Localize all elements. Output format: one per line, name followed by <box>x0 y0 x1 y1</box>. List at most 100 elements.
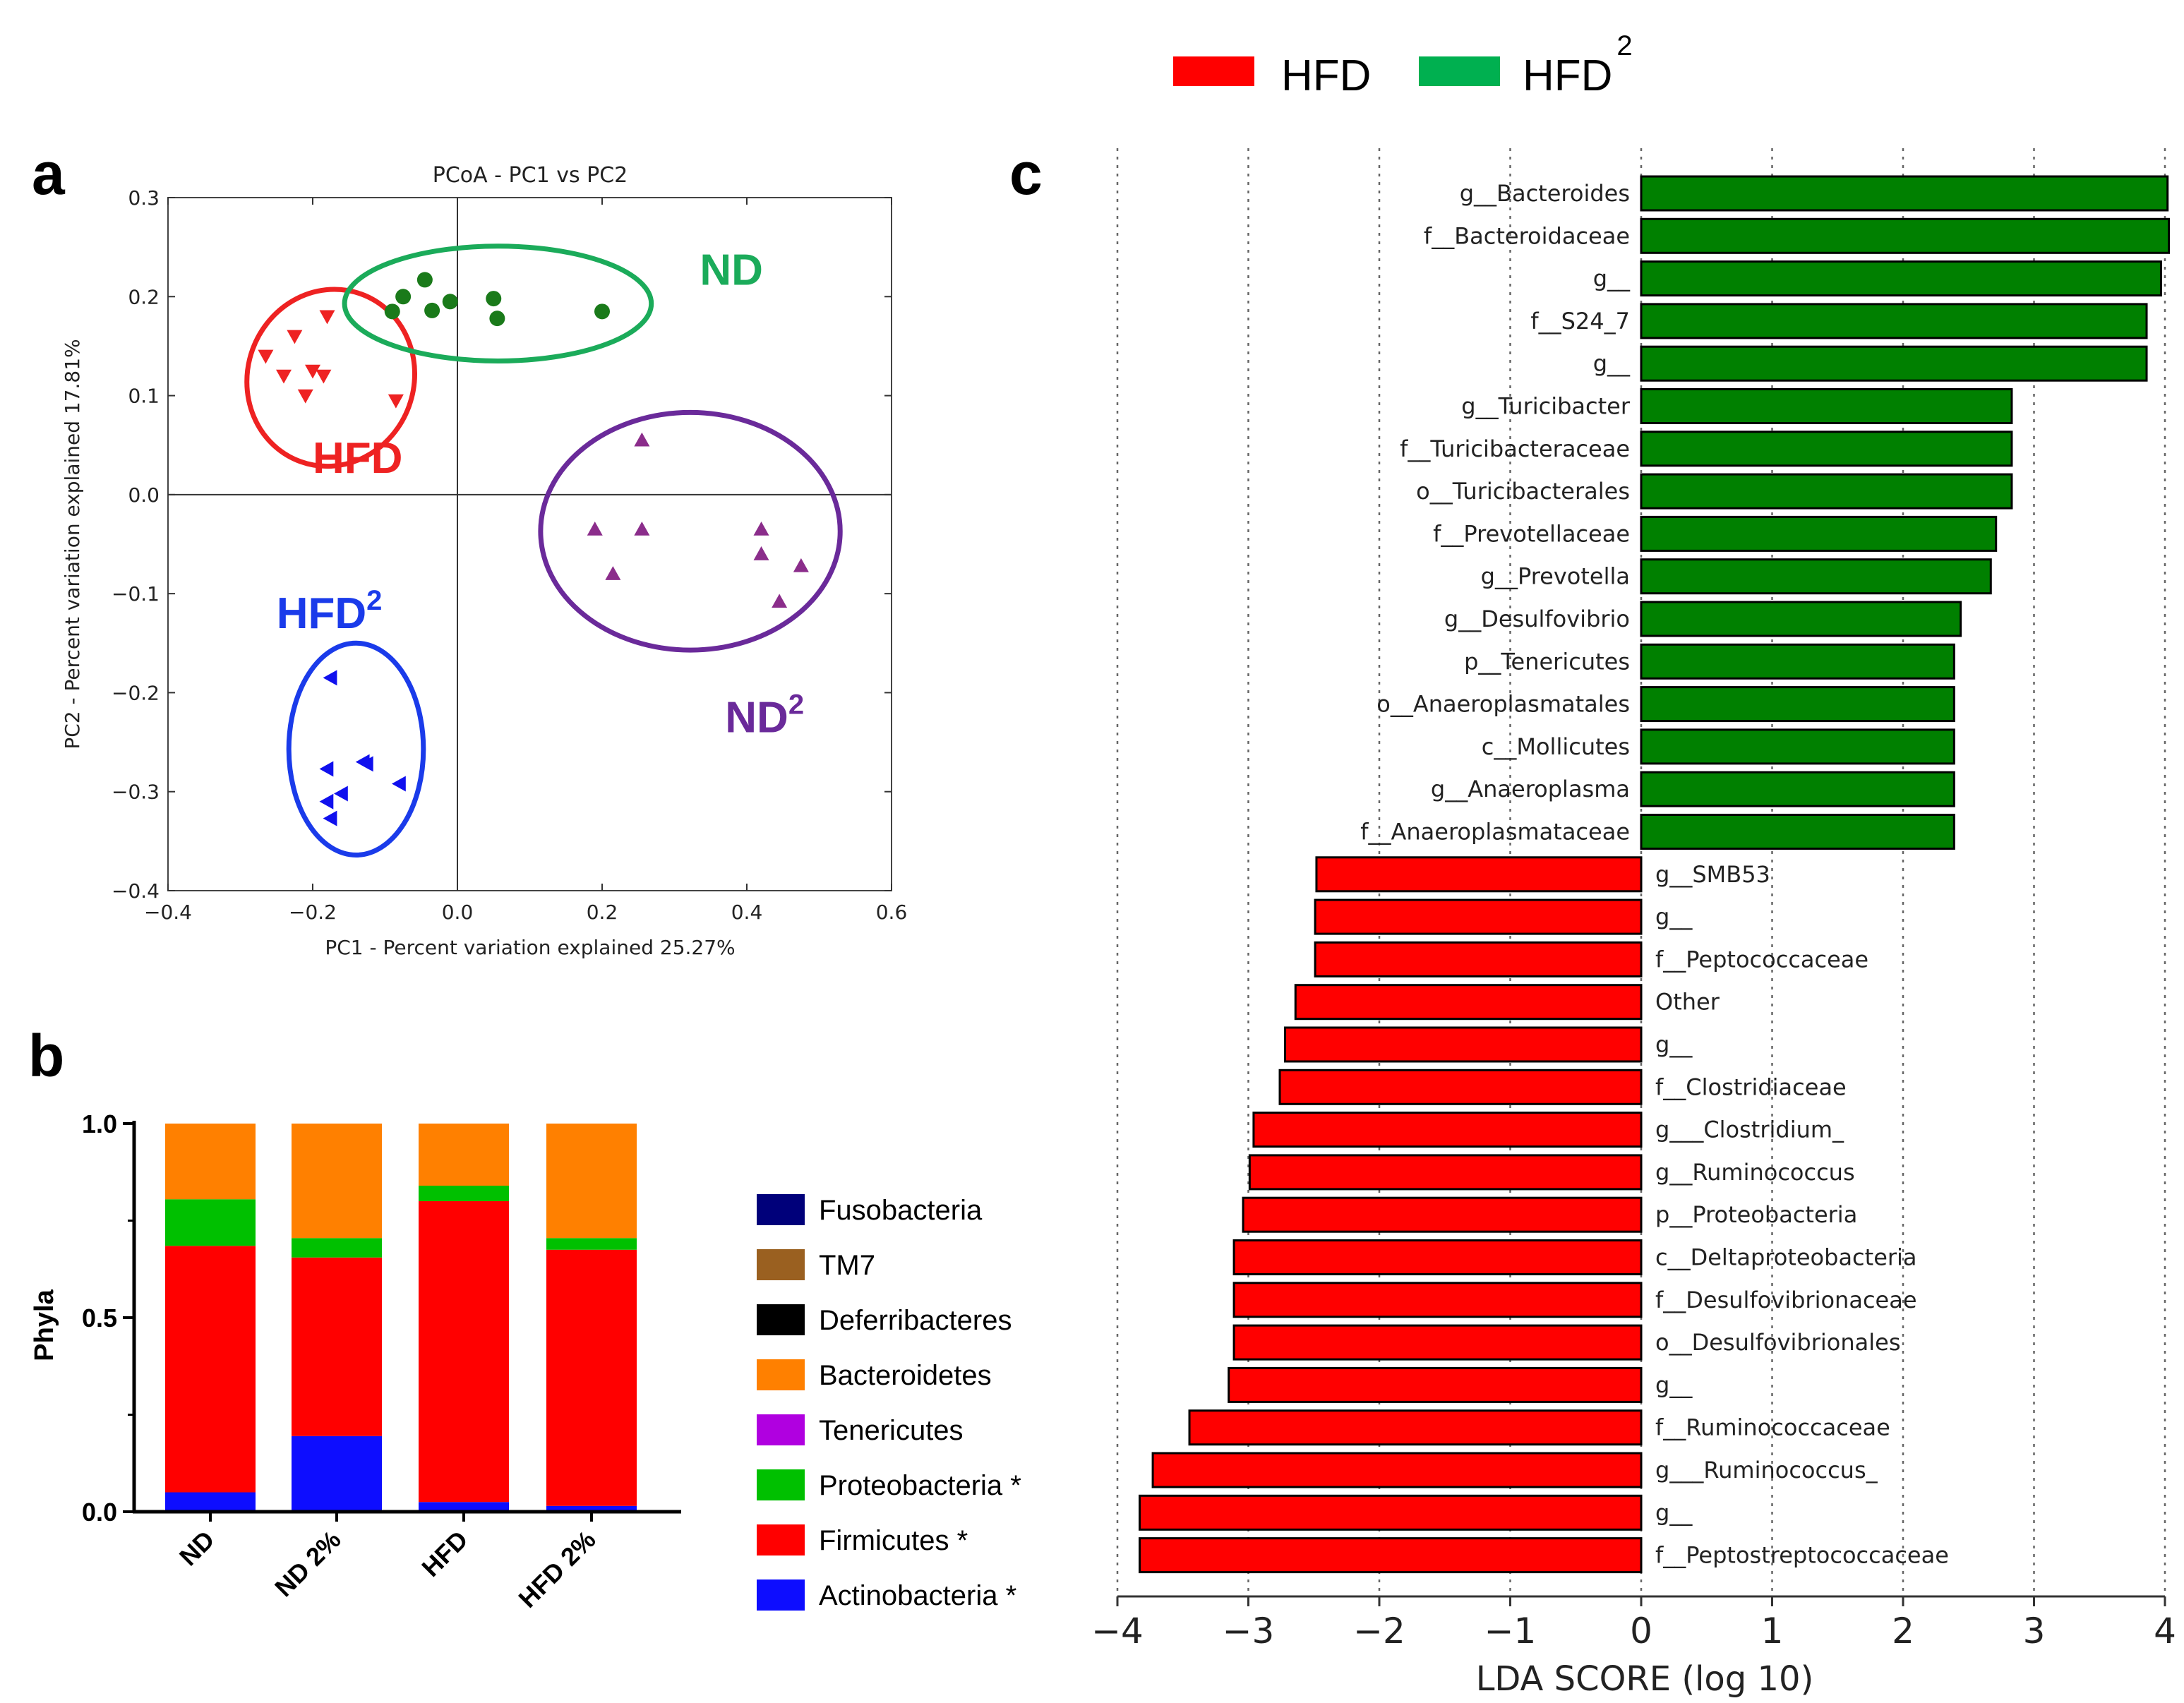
lda-bar-label: f__Turicibacteraceae <box>1400 435 1630 462</box>
point-hfd <box>297 389 313 404</box>
point-nd2 <box>605 566 621 580</box>
bar-segment-actinobacteria <box>165 1492 256 1512</box>
lda-x-tick-label: −3 <box>1223 1611 1275 1651</box>
lda-x-tick-label: 1 <box>1761 1611 1784 1651</box>
lda-bar-label: g__Prevotella <box>1481 563 1630 590</box>
lda-x-tick-label: −4 <box>1091 1611 1144 1651</box>
lda-bar-g-bacteroides <box>1640 175 2169 212</box>
lda-bar-g <box>1640 260 2162 297</box>
group-label-superscript: 2 <box>788 690 804 721</box>
legend-label-actinobacteria: Actinobacteria * <box>819 1580 1016 1611</box>
point-hfd2 <box>359 756 373 772</box>
legend-label-bacteroidetes: Bacteroidetes <box>819 1360 992 1391</box>
lda-bar-g <box>1139 1494 1643 1531</box>
bar-segment-firmicutes <box>165 1246 256 1493</box>
lda-bar-g-smb53 <box>1315 856 1643 893</box>
legend-label-proteobacteria: Proteobacteria * <box>819 1470 1021 1501</box>
pcoa-group-labels: HFD ND ND2 HFD2 <box>277 246 804 742</box>
y-tick-label: 0.0 <box>82 1498 117 1527</box>
ellipse-hfd <box>244 287 418 469</box>
pcoa-y-tick-label: 0.0 <box>128 483 160 507</box>
point-hfd2 <box>319 793 334 810</box>
pcoa-x-tick-label: −0.4 <box>144 901 192 924</box>
panel-c-letter: c <box>1009 140 1043 207</box>
bar-segment-bacteroidetes <box>419 1124 509 1186</box>
phyla-stacked-bar-panel: ND ND 2% HFD HFD 2% 0.0 0.5 1.0 Phyla Fusobact… <box>30 1109 1021 1613</box>
lda-bar-label: g___Ruminococcus_ <box>1655 1457 1878 1484</box>
point-hfd <box>305 364 320 379</box>
lda-bar-label: f__Bacteroidaceae <box>1424 222 1630 249</box>
legend-swatch-tm7 <box>757 1249 805 1280</box>
point-nd <box>486 291 502 307</box>
phyla-y-axis-label: Phyla <box>30 1289 59 1361</box>
lda-bar-label: f__Desulfovibrionaceae <box>1655 1287 1917 1313</box>
bar-segment-actinobacteria <box>546 1505 637 1512</box>
point-hfd2 <box>392 776 406 792</box>
legend-label-deferribacteres: Deferribacteres <box>819 1305 1012 1336</box>
lda-x-axis-label: LDA SCORE (log 10) <box>1476 1659 1814 1699</box>
legend-label-tenericutes: Tenericutes <box>819 1415 964 1446</box>
y-tick-label: 0.5 <box>82 1304 117 1332</box>
lda-bar-other <box>1294 984 1643 1021</box>
lda-x-tick-label: 3 <box>2023 1611 2046 1651</box>
lda-bar-c-deltaproteobacteria <box>1232 1239 1643 1275</box>
panel-b-letter: b <box>28 1023 64 1089</box>
group-label-hfd: HFD <box>313 434 402 483</box>
lda-bar-label: g__ <box>1655 1031 1693 1058</box>
lda-bar-f-anaeroplasmataceae <box>1640 814 1955 850</box>
point-hfd2 <box>323 670 337 686</box>
category-label-hfd-2: HFD 2% <box>512 1525 601 1613</box>
lda-bar-g-prevotella <box>1640 558 1992 595</box>
lda-bar-label: g__ <box>1655 1371 1693 1398</box>
legend-swatch-proteobacteria <box>757 1469 805 1500</box>
lda-bar-label: g__Turicibacter <box>1461 393 1631 420</box>
legend-swatch-firmicutes <box>757 1524 805 1555</box>
legend-label-fusobacteria: Fusobacteria <box>819 1195 983 1226</box>
lda-bar-o-turicibacterales <box>1640 473 2013 510</box>
bar-segment-proteobacteria <box>165 1199 256 1246</box>
lda-bar-label: f__S24_7 <box>1530 308 1630 335</box>
pcoa-y-tick-label: 0.1 <box>128 385 160 408</box>
point-hfd2 <box>334 786 348 802</box>
lda-bar-g <box>1640 345 2148 382</box>
point-nd <box>424 302 440 318</box>
point-nd <box>384 303 400 320</box>
point-hfd <box>276 369 292 384</box>
lda-bar-labels: g__Bacteroides f__Bacteroidaceae g__ f__S24… <box>1360 180 1949 1569</box>
y-tick-label: 1.0 <box>82 1109 117 1138</box>
lda-bar-g-anaeroplasma <box>1640 771 1955 807</box>
pcoa-plot-frame <box>167 197 892 891</box>
lda-bar-f-s24-7 <box>1640 303 2148 339</box>
group-label-hfd2: HFD2 <box>277 585 383 638</box>
point-nd2 <box>793 558 809 572</box>
legend-label-tm7: TM7 <box>819 1250 875 1281</box>
lda-bar-label: g__Anaeroplasma <box>1431 776 1630 802</box>
ellipse-hfd2 <box>286 640 426 857</box>
lda-bar-f-desulfovibrionaceae <box>1232 1282 1643 1318</box>
category-label-nd-2: ND 2% <box>269 1525 347 1603</box>
category-label-nd: ND <box>174 1525 220 1572</box>
lda-bar-g-ruminococcus <box>1151 1452 1643 1488</box>
pcoa-y-axis-label: PC2 - Percent variation explained 17.81% <box>61 339 84 749</box>
point-nd2 <box>634 521 650 536</box>
bar-segment-bacteroidetes <box>165 1124 256 1200</box>
lda-bar-label: g__Ruminococcus <box>1655 1159 1855 1186</box>
legend-swatch-deferribacteres <box>757 1304 805 1335</box>
phyla-legend: Fusobacteria TM7 Deferribacteres Bacteroide… <box>757 1194 1021 1611</box>
lda-bar-f-ruminococcaceae <box>1188 1409 1643 1446</box>
lda-bar-label: g__ <box>1593 265 1631 292</box>
point-nd <box>594 303 610 320</box>
panel-a-letter: a <box>32 140 66 207</box>
lda-bar-g-desulfovibrio <box>1640 601 1962 637</box>
pcoa-x-tick-label: 0.4 <box>731 901 763 924</box>
lda-bar-label: c__Mollicutes <box>1482 733 1630 760</box>
lda-bar-g <box>1283 1026 1643 1063</box>
pcoa-y-tick-label: 0.2 <box>128 285 160 308</box>
lda-x-tick-label: 4 <box>2154 1611 2176 1651</box>
lda-x-tick-label: 2 <box>1892 1611 1914 1651</box>
lda-bar-f-turicibacteraceae <box>1640 431 2013 467</box>
pcoa-x-tick-label: −0.2 <box>289 901 337 924</box>
lda-bar-g <box>1314 898 1643 935</box>
lda-bar-label: f__Anaeroplasmataceae <box>1360 819 1630 846</box>
